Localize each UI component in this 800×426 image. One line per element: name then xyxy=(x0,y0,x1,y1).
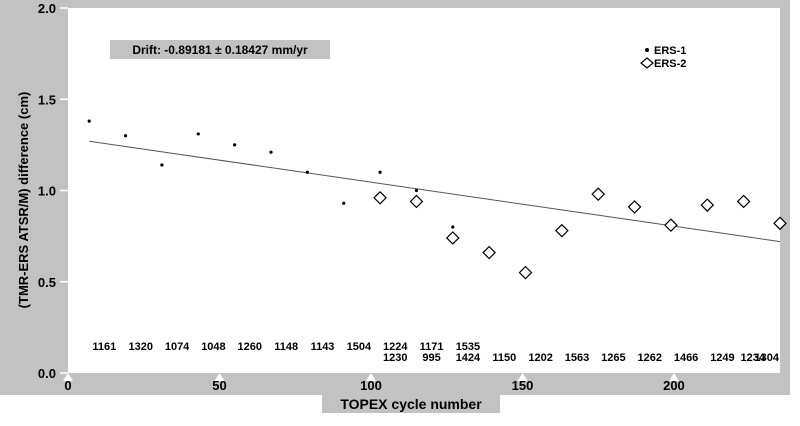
ers1-point xyxy=(269,150,273,154)
ers1-point xyxy=(342,201,346,205)
ers2-point xyxy=(409,194,424,209)
count-label-bottom: 1230 xyxy=(383,352,407,364)
ers2-point xyxy=(627,200,642,214)
ers1-point xyxy=(123,134,128,138)
ers2-point xyxy=(773,216,787,231)
x-axis-label-bar xyxy=(322,395,500,413)
y-tick-label: 0.5 xyxy=(38,275,56,290)
legend-ers1-marker xyxy=(645,48,649,52)
x-tick-mark xyxy=(365,373,376,381)
count-label-bottom: 1304 xyxy=(755,352,780,364)
ers1-point xyxy=(451,225,455,229)
count-label-top: 1535 xyxy=(456,341,480,353)
drift-annotation-box xyxy=(110,40,330,59)
count-label-bottom: 995 xyxy=(422,352,440,364)
legend-ers2-label: ERS-2 xyxy=(654,58,686,70)
count-label-bottom: 1202 xyxy=(528,352,552,364)
count-label-bottom: 1466 xyxy=(674,352,698,364)
x-tick-mark xyxy=(214,373,225,381)
frame-left xyxy=(0,0,68,387)
count-label-bottom: 1563 xyxy=(565,352,589,364)
legend: ERS-1 ERS-2 xyxy=(640,45,686,70)
count-label-bottom: 1424 xyxy=(456,352,481,364)
x-tick-label: 200 xyxy=(663,378,685,393)
x-tick-label: 100 xyxy=(360,378,382,393)
count-label-top: 1048 xyxy=(201,341,225,353)
ers1-point xyxy=(196,132,200,136)
ers1-point xyxy=(305,170,309,174)
drift-annotation: Drift: -0.89181 ± 0.18427 mm/yr xyxy=(132,43,308,57)
ers1-point xyxy=(378,170,382,174)
x-tick-label: 50 xyxy=(212,378,226,393)
ers2-point xyxy=(518,265,533,280)
data-points xyxy=(87,119,787,280)
ers2-point xyxy=(445,231,460,245)
plot-area xyxy=(68,8,780,373)
ers2-point xyxy=(736,194,751,209)
ers1-point xyxy=(87,119,91,123)
count-label-top: 1260 xyxy=(238,341,262,353)
count-label-bottom: 1265 xyxy=(601,352,625,364)
frame-top xyxy=(0,0,790,8)
legend-ers1-label: ERS-1 xyxy=(654,45,686,57)
y-tick-label: 1.0 xyxy=(38,184,56,199)
ers2-point xyxy=(555,223,569,238)
count-label-top: 1171 xyxy=(420,341,444,353)
ers2-point xyxy=(482,245,496,260)
x-tick-label: 0 xyxy=(64,378,71,393)
axis-ticks: 0.0 0.5 1.0 1.5 2.0 0 50 100 150 200 xyxy=(38,1,685,393)
count-label-top: 1143 xyxy=(311,341,335,353)
count-label-top: 1148 xyxy=(274,341,298,353)
count-label-top: 1224 xyxy=(383,341,408,353)
count-label-bottom: 1262 xyxy=(637,352,661,364)
count-label-top: 1074 xyxy=(165,341,190,353)
y-tick-label: 1.5 xyxy=(38,92,56,107)
ers2-point xyxy=(664,218,678,233)
x-tick-mark xyxy=(668,373,679,381)
x-tick-mark xyxy=(517,373,528,381)
ers2-point xyxy=(700,198,715,212)
count-label-bottom: 1234 xyxy=(740,352,765,364)
x-axis-label: TOPEX cycle number xyxy=(340,396,482,412)
frame-bottom xyxy=(0,373,790,395)
x-tick-mark xyxy=(63,373,73,381)
frame-right xyxy=(780,0,790,395)
ers1-point xyxy=(414,188,419,193)
ers2-point xyxy=(373,190,387,205)
count-label-bottom: 1249 xyxy=(710,352,734,364)
y-axis-label: (TMR-ERS ATSR/M) difference (cm) xyxy=(16,92,31,309)
count-labels: 1161 1320 1074 1048 1260 1148 1143 1504 1224 1171… xyxy=(92,341,779,364)
count-label-top: 1504 xyxy=(347,341,372,353)
count-label-top: 1320 xyxy=(128,341,152,353)
ers1-point xyxy=(233,143,237,147)
x-tick-label: 150 xyxy=(512,378,534,393)
y-tick-label: 0.0 xyxy=(38,366,56,381)
ers2-point xyxy=(591,187,606,201)
count-label-top: 1161 xyxy=(92,341,116,353)
ers1-point xyxy=(160,163,164,167)
legend-ers2-marker xyxy=(640,57,654,69)
count-label-bottom: 1150 xyxy=(492,352,516,364)
y-tick-label: 2.0 xyxy=(38,1,56,16)
